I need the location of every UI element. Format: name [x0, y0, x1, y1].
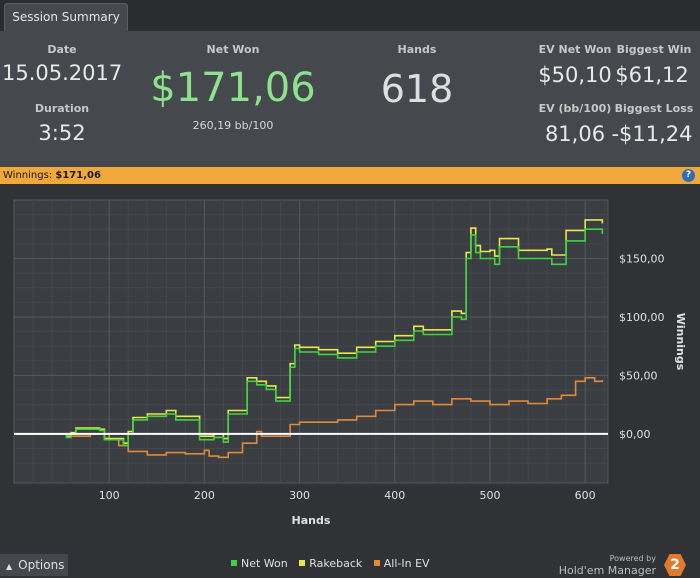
hem2-logo: 2 — [664, 554, 686, 576]
series-line-rakeback — [14, 219, 604, 444]
winnings-chart-svg: 100 200 300 400 500 600 $0,00 $50,00 $100,00 $150… — [13, 199, 687, 527]
winnings-value: $171,06 — [55, 170, 101, 181]
x-tick-label: 400 — [384, 489, 405, 502]
y-tick-label: $50,00 — [619, 369, 658, 382]
x-tick-label: 300 — [289, 489, 310, 502]
winnings-label: Winnings: — [3, 170, 53, 181]
help-icon[interactable]: ? — [682, 169, 695, 182]
hands-label: Hands — [397, 43, 437, 56]
x-tick-label: 200 — [194, 489, 215, 502]
x-tick-label: 100 — [99, 489, 120, 502]
ev-bb-label: EV (bb/100) — [538, 102, 612, 115]
net-won-label: Net Won — [206, 43, 260, 56]
hands-value: 618 — [380, 67, 454, 111]
net-won-bb: 260,19 bb/100 — [192, 119, 274, 132]
winnings-banner: Winnings: $171,06 ? — [0, 167, 700, 184]
x-axis-label: Hands — [292, 514, 331, 527]
tab-session-summary[interactable]: Session Summary — [4, 3, 128, 31]
net-won-value: $171,06 — [150, 65, 316, 111]
ev-net-won-label: EV Net Won — [538, 43, 612, 56]
powered-by-label: Powered by — [609, 554, 656, 563]
legend-rakeback: Rakeback — [299, 557, 362, 570]
x-tick-label: 600 — [575, 489, 596, 502]
biggest-win-label: Biggest Win — [616, 43, 692, 56]
date-label: Date — [47, 43, 77, 56]
date-value: 15.05.2017 — [2, 61, 123, 85]
y-tick-label: $0,00 — [619, 428, 651, 441]
x-tick-label: 500 — [479, 489, 500, 502]
options-label: Options — [18, 558, 65, 572]
series-line-all-in-ev — [14, 377, 604, 459]
tab-bar: Session Summary — [0, 0, 700, 31]
y-axis-label: Winnings — [674, 313, 687, 371]
ev-net-won-value: $50,10 — [538, 63, 612, 87]
chart-legend: Net Won Rakeback All-In EV — [231, 557, 438, 570]
duration-value: 3:52 — [38, 121, 86, 145]
bottom-bar: ▲ Options Net Won Rakeback All-In EV Powe… — [0, 554, 700, 577]
ev-bb-value: 81,06 — [544, 122, 606, 146]
powered-by: Powered by Hold'em Manager — [559, 554, 656, 577]
biggest-win-value: $61,12 — [615, 63, 689, 87]
y-tick-label: $150,00 — [619, 252, 665, 265]
summary-panel: Date 15.05.2017 Duration 3:52 Net Won $1… — [0, 31, 700, 167]
winnings-chart: 100 200 300 400 500 600 $0,00 $50,00 $100,00 $150… — [0, 184, 700, 554]
legend-net-won: Net Won — [231, 557, 288, 570]
caret-up-icon: ▲ — [6, 562, 13, 571]
biggest-loss-value: -$11,24 — [611, 122, 693, 146]
series-line-net-won — [14, 228, 604, 447]
options-button[interactable]: ▲ Options — [0, 554, 68, 576]
brand-name: Hold'em Manager — [558, 564, 656, 577]
duration-label: Duration — [34, 102, 90, 115]
legend-allin-ev: All-In EV — [373, 557, 430, 570]
biggest-loss-label: Biggest Loss — [614, 102, 694, 115]
y-tick-label: $100,00 — [619, 311, 665, 324]
